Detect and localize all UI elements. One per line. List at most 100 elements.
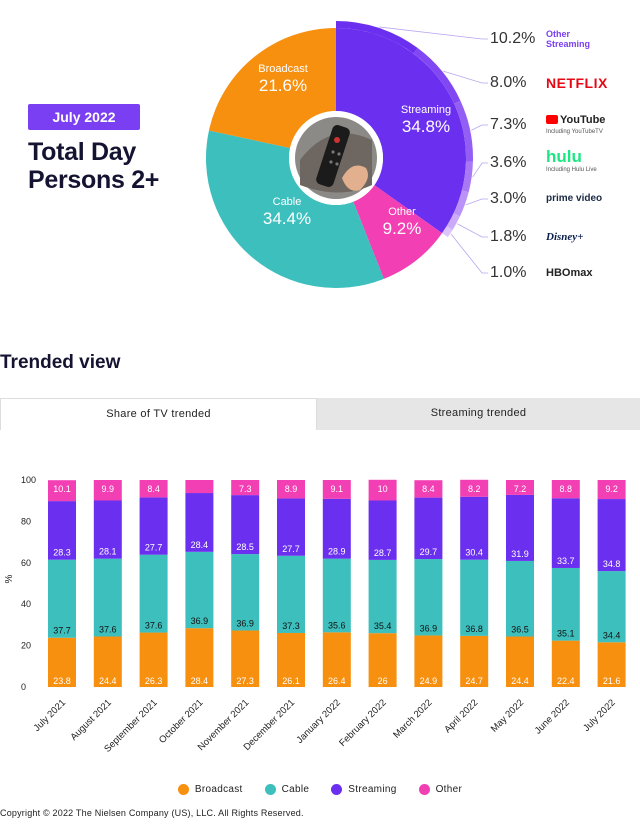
bar-segment-cable[interactable] (460, 559, 489, 636)
bar-segment-streaming[interactable] (277, 498, 305, 556)
breakdown-value: 10.2% (490, 30, 536, 47)
bar-segment-cable[interactable] (322, 558, 351, 633)
donut-label-name: Broadcast (258, 63, 308, 75)
bar-segment-streaming[interactable] (506, 494, 534, 561)
breakdown-value: 3.6% (490, 154, 527, 171)
bar-segment-other[interactable] (460, 479, 489, 497)
bar-segment-streaming[interactable] (368, 500, 397, 560)
bar-segment-streaming[interactable] (597, 499, 626, 572)
bar-segment-other[interactable] (551, 480, 580, 499)
bar-segment-broadcast[interactable] (460, 635, 489, 687)
bar-segment-other[interactable] (185, 480, 214, 494)
bar-segment-cable[interactable] (93, 558, 122, 637)
streaming-ring-slice (442, 226, 453, 238)
streaming-ring-slice (446, 213, 460, 230)
bar-segment-cable[interactable] (414, 559, 443, 636)
legend-item-broadcast[interactable]: Broadcast (177, 784, 243, 795)
bar-segment-cable[interactable] (551, 567, 580, 641)
breakdown-value: 7.3% (490, 116, 527, 133)
bar-segment-other[interactable] (93, 480, 122, 501)
legend-item-cable[interactable]: Cable (264, 784, 310, 795)
bar-segment-other[interactable] (597, 480, 626, 500)
donut-segment-broadcast[interactable] (208, 28, 336, 149)
legend-label: Other (435, 784, 463, 795)
x-tick-label: October 2021 (157, 697, 205, 745)
bar-segment-broadcast[interactable] (231, 630, 260, 687)
donut-label-value: 9.2% (383, 219, 422, 238)
bar-value-label: 8.4 (147, 484, 160, 494)
bar-value-label: 30.4 (465, 548, 483, 558)
bar-value-label: 26.3 (145, 676, 163, 686)
x-tick-label: August 2021 (68, 697, 114, 743)
bar-segment-broadcast[interactable] (139, 632, 168, 687)
bar-segment-broadcast[interactable] (506, 636, 534, 687)
donut-segment-streaming[interactable] (336, 28, 466, 234)
stacked-bar-chart: % 0 20 40 60 80 100 23.8 37.7 28.3 10.1 24.4 37.6 28… (4, 475, 626, 755)
bar-segment-broadcast[interactable] (368, 633, 397, 687)
donut-segment-cable[interactable] (206, 130, 384, 288)
bar-segment-other[interactable] (368, 479, 397, 501)
x-tick-label: July 2021 (32, 697, 69, 734)
donut-label-value: 34.8% (402, 117, 450, 136)
bar-segment-other[interactable] (414, 480, 443, 498)
legend-item-other[interactable]: Other (418, 784, 463, 795)
bar-value-label: 35.1 (557, 629, 575, 639)
bar-value-label: 7.3 (239, 484, 252, 494)
bar-segment-other[interactable] (506, 480, 534, 495)
bar-segment-cable[interactable] (185, 551, 214, 629)
bar-value-label: 27.3 (236, 676, 254, 686)
bar-value-label: 28.1 (99, 547, 117, 557)
y-tick-label: 80 (21, 516, 31, 526)
bar-segment-streaming[interactable] (93, 500, 122, 559)
bar-segment-streaming[interactable] (48, 501, 76, 560)
bar-segment-streaming[interactable] (414, 497, 443, 560)
bar-segment-streaming[interactable] (139, 497, 168, 555)
leader-line (450, 233, 488, 274)
tab-share-of-tv[interactable]: Share of TV trended (0, 398, 317, 430)
legend-item-streaming[interactable]: Streaming (331, 784, 396, 795)
bar-segment-streaming[interactable] (231, 495, 260, 555)
youtube-logo: YouTube Including YouTubeTV (546, 113, 605, 138)
bar-segment-other[interactable] (139, 480, 168, 498)
bar-segment-broadcast[interactable] (322, 632, 351, 687)
bar-value-label: 28.5 (236, 542, 254, 552)
bar-segment-broadcast[interactable] (185, 628, 214, 687)
bar-value-label: 37.7 (53, 626, 71, 636)
bar-segment-cable[interactable] (277, 555, 305, 633)
bar-segment-cable[interactable] (506, 560, 534, 637)
bar-segment-streaming[interactable] (460, 496, 489, 560)
bar-segment-cable[interactable] (139, 554, 168, 633)
bar-value-label: 8.8 (560, 484, 573, 494)
bar-value-label: 28.4 (191, 540, 209, 550)
legend-label: Streaming (348, 784, 397, 795)
bar-segment-cable[interactable] (368, 559, 397, 634)
breakdown-value: 8.0% (490, 74, 527, 91)
bar-segment-broadcast[interactable] (551, 640, 580, 687)
bar-segment-cable[interactable] (48, 559, 76, 638)
bar-segment-broadcast[interactable] (277, 632, 305, 687)
tab-streaming-trended[interactable]: Streaming trended (430, 407, 527, 419)
bar-value-label: 34.8 (603, 559, 621, 569)
bar-segment-other[interactable] (48, 480, 76, 502)
bar-segment-cable[interactable] (231, 554, 260, 631)
bar-segment-broadcast[interactable] (48, 637, 76, 687)
bar-segment-other[interactable] (322, 480, 351, 499)
bar-segment-broadcast[interactable] (93, 636, 122, 687)
bar-segment-broadcast[interactable] (597, 642, 626, 687)
bar-segment-other[interactable] (231, 480, 260, 496)
leader-line (465, 198, 488, 206)
bar-segment-broadcast[interactable] (414, 635, 443, 687)
donut-segment-other[interactable] (353, 185, 443, 279)
bar-segment-other[interactable] (277, 480, 305, 499)
bar-value-label: 26.1 (282, 676, 300, 686)
bar-segment-streaming[interactable] (185, 493, 214, 552)
bar-value-label: 36.5 (511, 624, 529, 634)
y-tick-label: 60 (21, 558, 31, 568)
hulu-name: hulu (546, 147, 582, 166)
bar-value-label: 27.7 (145, 543, 163, 553)
bar-segment-streaming[interactable] (322, 498, 351, 559)
bar-segment-streaming[interactable] (551, 498, 580, 568)
legend-label: Broadcast (194, 784, 243, 795)
bar-segment-cable[interactable] (597, 571, 626, 643)
